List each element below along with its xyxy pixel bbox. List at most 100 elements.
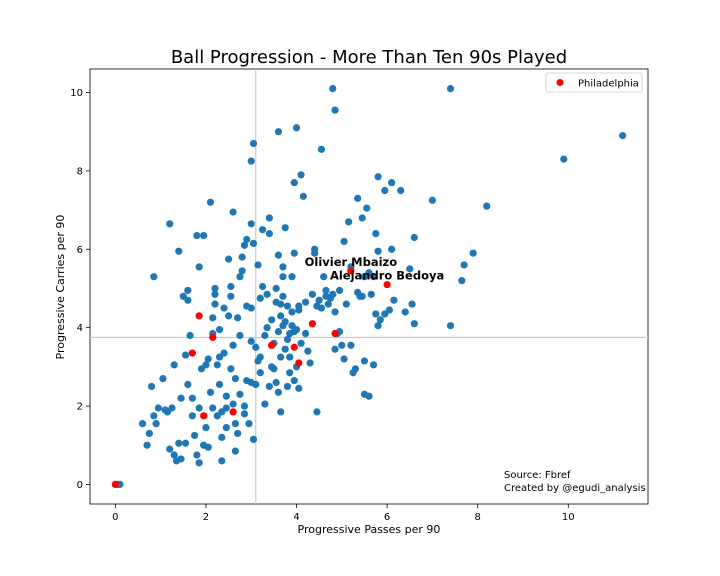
data-point <box>263 324 271 332</box>
data-point <box>338 341 346 349</box>
data-point <box>263 290 271 298</box>
data-point <box>460 261 468 269</box>
data-point <box>152 420 160 428</box>
philadelphia-point <box>229 408 237 416</box>
y-axis: 0 2 4 6 8 10 <box>70 88 90 491</box>
x-tick-label: 4 <box>293 512 299 523</box>
data-point <box>274 251 283 259</box>
data-point <box>329 84 337 93</box>
data-point <box>279 263 287 271</box>
data-point <box>186 331 194 340</box>
player-annotation: Olivier Mbaizo <box>305 255 398 269</box>
data-point <box>340 237 348 246</box>
x-tick-label: 6 <box>384 512 390 523</box>
legend: Philadelphia <box>545 72 643 93</box>
y-tick-label: 8 <box>77 166 83 177</box>
data-point <box>265 382 273 391</box>
data-point <box>277 300 285 308</box>
philadelphia-point <box>209 333 217 342</box>
data-point <box>345 218 353 226</box>
data-point <box>347 341 355 349</box>
data-point <box>252 380 260 389</box>
data-point <box>376 316 384 324</box>
data-point <box>295 384 303 392</box>
philadelphia-point <box>200 412 208 420</box>
data-point <box>279 292 287 300</box>
data-point <box>236 331 244 340</box>
data-point <box>358 214 366 222</box>
data-point <box>184 380 192 389</box>
data-point <box>181 439 190 447</box>
data-point <box>150 273 158 281</box>
data-point <box>446 322 455 330</box>
plot-area <box>89 68 649 505</box>
data-point <box>256 353 264 361</box>
data-point <box>281 224 289 232</box>
data-point <box>247 157 255 165</box>
data-point <box>195 263 203 271</box>
data-point <box>458 277 466 285</box>
data-point <box>308 290 316 298</box>
source-note: Source: Fbref <box>504 470 571 481</box>
data-point <box>202 423 210 432</box>
data-point <box>254 261 262 269</box>
data-point <box>483 202 491 210</box>
data-point <box>154 404 162 412</box>
data-point <box>245 420 253 428</box>
data-point <box>301 329 310 338</box>
data-point <box>261 331 269 340</box>
data-point <box>340 355 348 363</box>
data-point <box>408 300 416 308</box>
data-point <box>234 429 242 438</box>
data-point <box>252 343 260 351</box>
data-point <box>231 420 239 428</box>
data-point <box>258 226 267 234</box>
data-point <box>315 296 323 304</box>
data-point <box>222 392 230 400</box>
data-point <box>247 220 255 228</box>
data-point <box>311 249 319 257</box>
philadelphia-point <box>290 343 298 351</box>
data-point <box>227 292 235 300</box>
data-point <box>374 173 382 181</box>
data-point <box>231 374 239 383</box>
y-tick-label: 0 <box>77 480 83 491</box>
data-point <box>288 273 296 281</box>
data-point <box>320 273 328 281</box>
data-point <box>209 314 217 322</box>
data-point <box>188 394 196 402</box>
data-point <box>243 235 251 244</box>
data-point <box>261 400 269 408</box>
x-tick-label: 0 <box>112 512 118 523</box>
data-point <box>272 378 280 387</box>
data-point <box>401 308 409 316</box>
data-point <box>256 294 264 302</box>
data-point <box>290 249 298 257</box>
data-point <box>177 455 185 463</box>
data-point <box>331 308 339 316</box>
data-point <box>329 290 337 298</box>
data-point <box>372 229 380 238</box>
data-point <box>317 304 326 312</box>
data-point <box>365 392 373 400</box>
data-point <box>390 296 398 304</box>
data-point <box>249 435 258 443</box>
y-tick-label: 10 <box>70 88 83 99</box>
data-point <box>240 241 249 249</box>
data-point <box>265 214 273 222</box>
data-point <box>222 423 230 432</box>
data-point <box>238 267 246 275</box>
x-axis-label: Progressive Passes per 90 <box>298 523 441 536</box>
data-point <box>560 155 568 163</box>
data-point <box>150 412 158 420</box>
data-point <box>372 310 380 318</box>
data-point <box>317 145 326 153</box>
data-point <box>184 296 192 304</box>
legend-label: Philadelphia <box>578 79 639 90</box>
data-point <box>215 326 224 334</box>
data-point <box>286 369 294 377</box>
data-point <box>200 231 208 240</box>
data-point <box>206 388 215 396</box>
